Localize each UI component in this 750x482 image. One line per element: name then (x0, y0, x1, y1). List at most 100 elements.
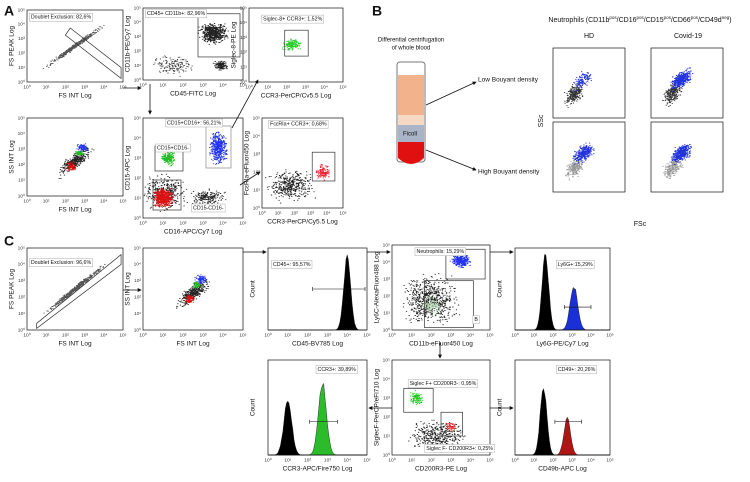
y-axis-label: Count (497, 280, 504, 298)
x-tick-label: 10⁰ (511, 457, 518, 463)
event-cloud (670, 67, 694, 93)
y-tick-label: 10² (383, 293, 390, 299)
x-axis-label: FS INT Log (58, 93, 92, 100)
y-tick-label: 10⁵ (240, 5, 247, 11)
y-tick-label: 10⁵ (134, 245, 141, 251)
y-tick-label: 10⁴ (383, 376, 390, 382)
x-axis-label: CD16-APC/Cy7 Log (164, 229, 223, 236)
title-part: /CD16 (617, 17, 637, 24)
y-tick-label: 10⁴ (18, 262, 25, 268)
event-cloud (409, 390, 424, 405)
gate (36, 253, 122, 330)
panel-b-title: Neutrophils (CD11bpos/CD16pos/CD15pos/CD… (548, 15, 731, 24)
gate-label: Neutrophils: 15,29% (417, 249, 465, 255)
y-tick-label: 10⁰ (134, 215, 141, 221)
x-tick-label: 10² (180, 82, 187, 88)
y-tick-label: 10³ (383, 395, 390, 401)
y-axis-label: CD15-APC Log (125, 145, 132, 190)
y-tick-label: 10⁴ (240, 20, 247, 26)
low-density-label: Low Bouyant density (478, 77, 539, 84)
gate-label: Ly6G+:15,29% (558, 262, 593, 268)
gate (152, 179, 182, 211)
event-cloud (197, 23, 229, 45)
event-cloud (445, 422, 456, 432)
x-tick-label: 10³ (81, 332, 88, 338)
x-tick-label: 10⁰ (139, 220, 146, 226)
gate-label: FcεRIa+ CCR3+: 0,68% (270, 122, 327, 128)
plot-frame (248, 7, 344, 83)
y-axis-label: FS PEAK Log (9, 269, 16, 309)
event-cloud (315, 164, 330, 181)
x-tick-label: 10⁰ (258, 210, 265, 216)
gate-label: CD45+ CD11b+: 82,96% (147, 11, 205, 17)
y-tick-label: 10⁵ (383, 242, 390, 248)
y-axis-label: Siglec-8-PE Log (231, 21, 238, 68)
x-tick-label: 10⁴ (587, 457, 594, 463)
plot-frame (391, 359, 491, 456)
y-tick-label: 10⁴ (18, 131, 25, 137)
gate-label: Siglec-8+ CCR3+: 1,52% (263, 17, 322, 23)
plot-frame (552, 47, 626, 119)
title-part: pos (691, 15, 699, 20)
y-tick-label: 10⁰ (134, 327, 141, 333)
x-axis-label: CCR3-APC/Fire750 Log (283, 466, 353, 473)
event-cloud (192, 280, 201, 289)
x-tick-label: 10¹ (160, 332, 167, 338)
x-axis-label: FSc (634, 221, 647, 228)
gate (284, 29, 309, 57)
gate-label: Doublet Exclusion: 96,6% (31, 260, 92, 266)
panel-label: B (372, 3, 382, 19)
event-cloud (65, 161, 77, 172)
tube (396, 61, 426, 164)
x-tick-label: 10¹ (160, 220, 167, 226)
y-tick-label: 10² (134, 294, 141, 300)
x-tick-label: 10¹ (408, 332, 415, 338)
x-axis-label: CD200R3-PE Log (415, 466, 467, 473)
gate (64, 27, 122, 80)
gate-label-box (271, 260, 313, 269)
y-tick-label: 10³ (383, 276, 390, 282)
plot-frame (142, 117, 244, 219)
y-tick-label: 10¹ (18, 65, 25, 71)
x-axis-label: FS INT Log (58, 341, 92, 348)
x-tick-label: 10¹ (284, 332, 291, 338)
gate-label: Doublet Exclusion: 82,6% (31, 15, 92, 21)
y-tick-label: 10⁰ (253, 205, 260, 211)
high-density-label: High Bouyant density (478, 169, 540, 176)
plot-frame (514, 247, 611, 331)
x-tick-label: 10¹ (408, 457, 415, 463)
x-tick-label: 10⁰ (264, 457, 271, 463)
y-tick-label: 10⁵ (18, 115, 25, 121)
title-part: ) (729, 17, 731, 24)
event-cloud (183, 294, 196, 305)
event-cloud (76, 143, 88, 153)
gate-label: CD15+CD16+: 56,21% (167, 120, 221, 126)
y-axis-label: SS INT Log (125, 272, 132, 306)
gate-label-box (472, 315, 480, 324)
y-tick-label: 10⁰ (134, 77, 141, 83)
title-part: /CD66 (671, 17, 691, 24)
x-tick-label: 10² (304, 332, 311, 338)
x-tick-label: 10⁵ (339, 210, 346, 216)
title-part: pos (609, 15, 617, 20)
x-tick-label: 10⁵ (239, 332, 246, 338)
x-tick-label: 10⁰ (388, 457, 395, 463)
x-tick-label: 10⁰ (388, 332, 395, 338)
event-cloud (58, 146, 95, 180)
event-cloud (572, 142, 595, 165)
tube-caption: of whole blood (392, 46, 431, 52)
y-tick-label: 10¹ (18, 178, 25, 184)
x-tick-label: 10² (550, 457, 557, 463)
ficoll-layer (398, 125, 424, 142)
y-tick-label: 10¹ (134, 311, 141, 317)
x-tick-label: 10⁰ (23, 198, 30, 204)
x-tick-label: 10² (180, 220, 187, 226)
plot-frame (267, 359, 368, 456)
event-cloud (209, 131, 228, 165)
gate (197, 13, 241, 58)
event-cloud (161, 150, 176, 167)
x-tick-label: 10¹ (160, 82, 167, 88)
x-tick-label: 10³ (324, 332, 331, 338)
title-part: /CD49d (698, 17, 722, 24)
event-cloud (153, 55, 193, 77)
